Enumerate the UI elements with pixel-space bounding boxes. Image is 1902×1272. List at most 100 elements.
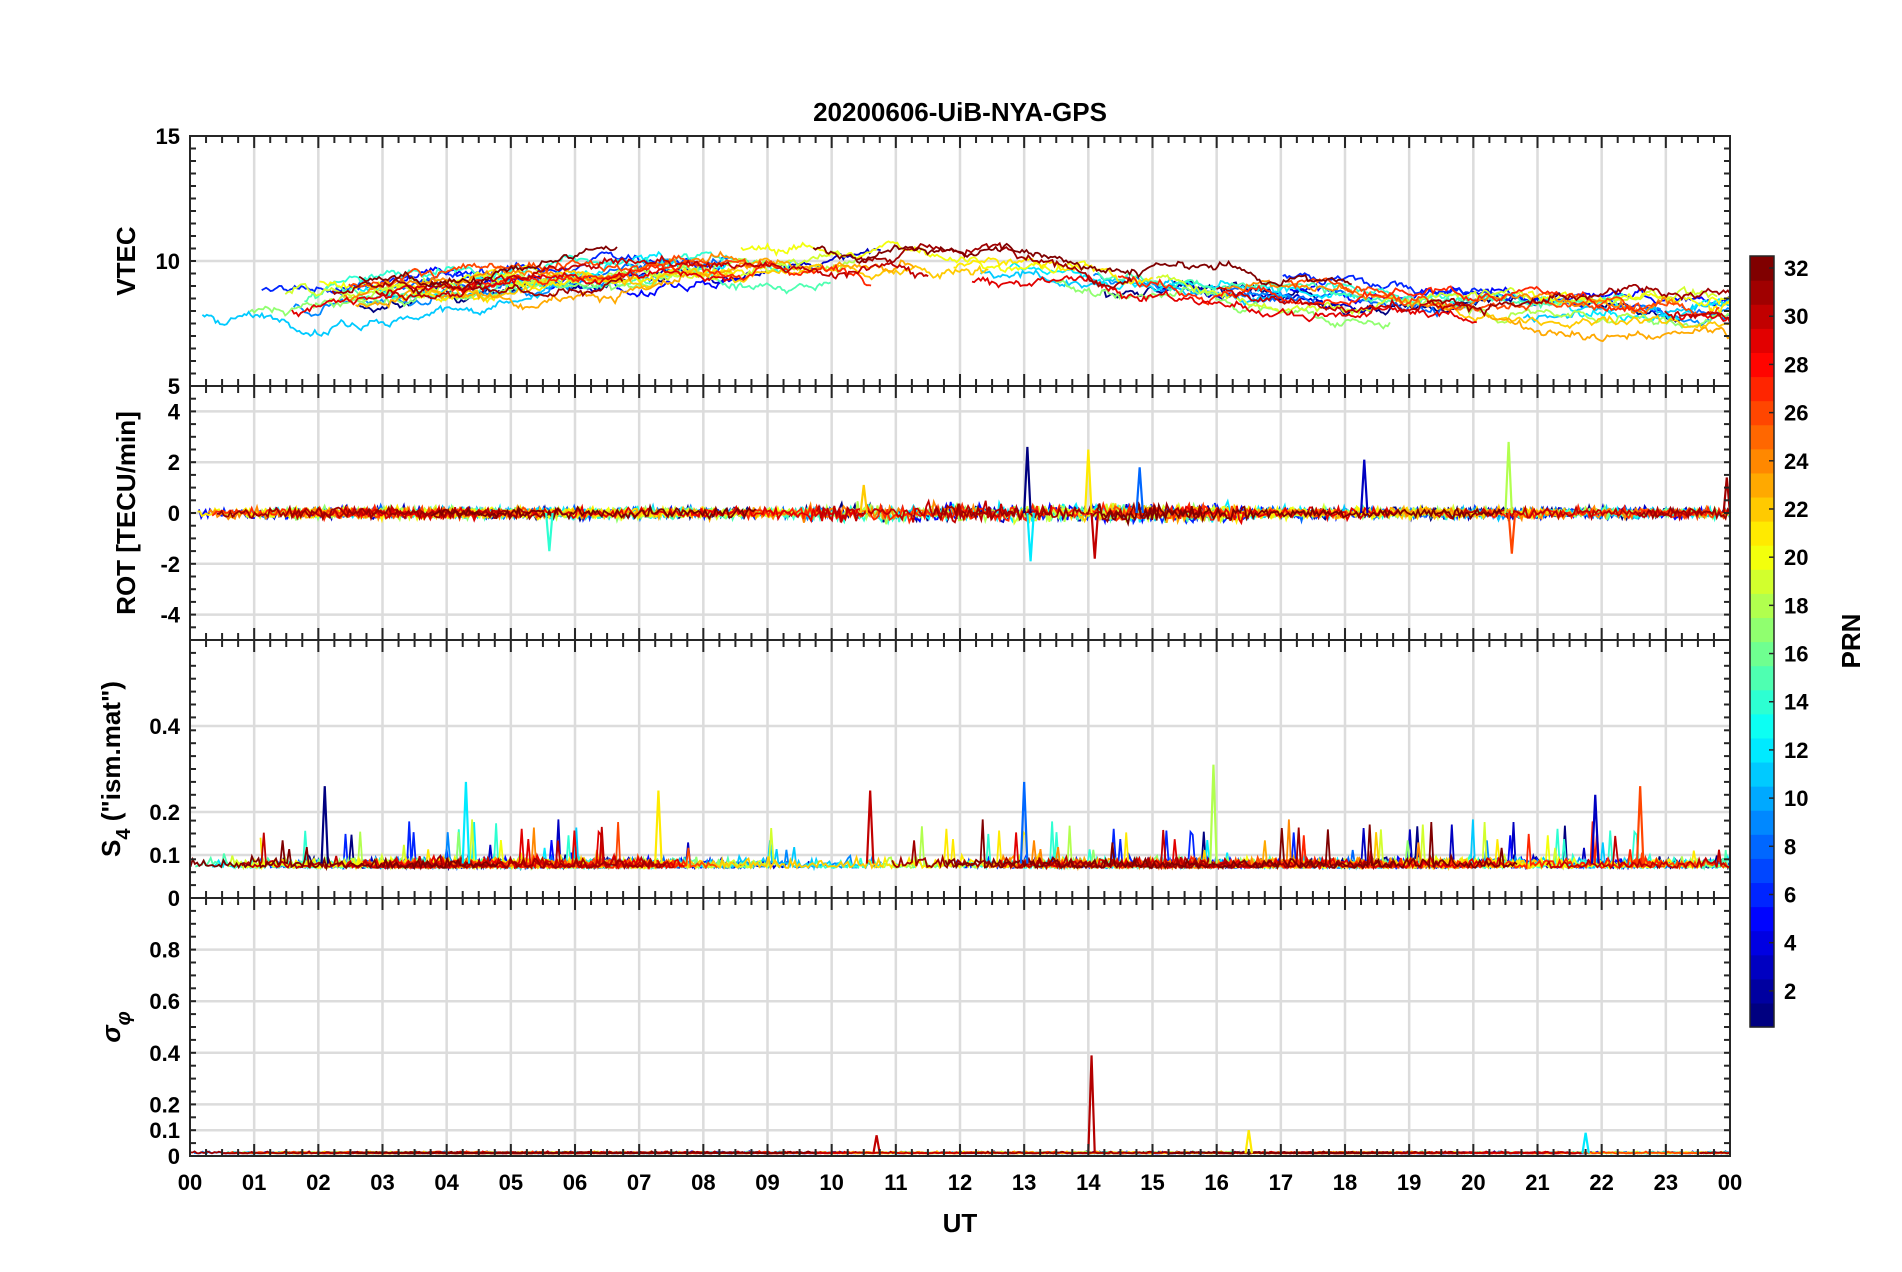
x-tick-label: 23: [1654, 1170, 1678, 1195]
colorbar-segment: [1750, 1002, 1774, 1028]
spike-mark: [1581, 1132, 1590, 1154]
series-prn-21: [385, 266, 745, 304]
y-tick-label: -2: [160, 552, 180, 577]
y-tick-label: 0: [168, 886, 180, 911]
spike-mark: [1635, 786, 1645, 864]
colorbar-segment: [1750, 472, 1774, 498]
colorbar-tick-label: 4: [1784, 931, 1797, 956]
colorbar-segment: [1750, 328, 1774, 353]
series-prn-31: [391, 853, 667, 870]
data-lines: [201, 240, 1731, 343]
colorbar-segment: [1750, 521, 1774, 546]
colorbar-segment: [1750, 713, 1774, 739]
colorbar-tick-label: 18: [1784, 593, 1808, 618]
y-tick-label: 0.4: [149, 1041, 180, 1066]
series-prn-23: [355, 257, 915, 311]
x-tick-label: 14: [1076, 1170, 1101, 1195]
x-tick-label: 00: [1718, 1170, 1742, 1195]
y-axis-label: ROT [TECU/min]: [111, 411, 141, 615]
series-prn-30: [1664, 310, 1731, 321]
series-prn-32: [944, 819, 1518, 870]
spike-mark: [1244, 1130, 1254, 1154]
panel-s4: 0 0.1 0.2 0.4 S4 ("ism.mat"): [96, 639, 1731, 911]
spike-mark: [1087, 1055, 1096, 1154]
colorbar-tick-label: 16: [1784, 642, 1808, 667]
colorbar-segment: [1750, 569, 1774, 594]
x-tick-label: 09: [755, 1170, 779, 1195]
colorbar-segment: [1750, 906, 1774, 932]
colorbar-segment: [1750, 280, 1774, 305]
x-tick-label: 17: [1269, 1170, 1293, 1195]
spike-mark: [859, 484, 869, 514]
series-prn-30: [374, 254, 929, 302]
series-prn-17: [1055, 279, 1391, 330]
series-prn-17: [249, 269, 702, 317]
series-prn-26: [1628, 852, 1731, 870]
y-tick-label: 0.1: [149, 843, 180, 868]
series-prn-32: [430, 503, 756, 521]
colorbar-segment: [1750, 761, 1774, 787]
series-prn-29: [346, 503, 863, 524]
colorbar-segment: [1750, 617, 1774, 643]
spike-mark: [1135, 467, 1144, 514]
spike-mark: [545, 512, 554, 552]
series-prn-24: [1224, 279, 1677, 315]
colorbar-segment: [1750, 810, 1774, 835]
y-tick-label: 0.2: [149, 800, 180, 825]
spike-mark: [1507, 512, 1517, 554]
x-tick-label: 00: [178, 1170, 202, 1195]
panel-vtec: 5 10 15 VTEC: [111, 124, 1731, 399]
y-tick-label: 0.1: [149, 1118, 180, 1143]
x-tick-label: 15: [1140, 1170, 1164, 1195]
series-prn-26: [348, 254, 776, 288]
x-tick-label: 05: [499, 1170, 523, 1195]
spike-mark: [1023, 446, 1032, 514]
x-tick-label: 12: [948, 1170, 972, 1195]
x-tick-label: 21: [1525, 1170, 1549, 1195]
x-tick-label: 11: [884, 1170, 907, 1195]
series-prn-30: [241, 826, 675, 870]
x-tick-label: 01: [242, 1170, 266, 1195]
y-tick-label: 0.8: [149, 938, 180, 963]
series-prn-8: [1225, 286, 1477, 318]
series-prn-31: [331, 276, 624, 298]
y-tick-label: 0.4: [149, 714, 180, 739]
spike-mark: [1090, 512, 1100, 559]
colorbar-label: PRN: [1836, 614, 1866, 669]
colorbar-frame: [1749, 255, 1775, 1028]
y-tick-label: 15: [156, 124, 180, 149]
x-tick-label: 08: [691, 1170, 715, 1195]
y-tick-label: -4: [160, 603, 180, 628]
series-prn-21: [1707, 300, 1731, 314]
spike-mark: [1019, 781, 1029, 864]
x-tick-label: 06: [563, 1170, 587, 1195]
colorbar-segment: [1750, 665, 1774, 691]
series-prn-32: [358, 245, 618, 288]
series-prn-31: [1636, 505, 1731, 521]
x-tick-label: 22: [1589, 1170, 1613, 1195]
colorbar-tick-label: 14: [1784, 690, 1809, 715]
colorbar-segment: [1750, 424, 1774, 450]
colorbar-tick-label: 22: [1784, 497, 1808, 522]
spike-mark: [1359, 459, 1369, 514]
y-tick-label: 5: [168, 374, 180, 399]
y-tick-label: 4: [168, 399, 181, 424]
colorbar-tick-label: 6: [1784, 882, 1796, 907]
y-tick-label: 0.2: [149, 1092, 180, 1117]
colorbar-tick-label: 20: [1784, 545, 1808, 570]
spike-mark: [872, 1135, 881, 1154]
series-prn-31: [1426, 284, 1731, 317]
series-prn-19: [1155, 273, 1718, 316]
colorbar-segment: [1750, 858, 1774, 884]
series-prn-29: [971, 274, 1477, 324]
series-prn-20: [1527, 290, 1731, 307]
series-prn-22: [1424, 298, 1731, 330]
colorbar-segment: [1750, 376, 1774, 402]
series-prn-32: [352, 1150, 818, 1155]
x-tick-labels: 00 01 02 03 04 05 06 07 08 09 10 11 12 13 14 15 16 17 18 19…: [178, 1170, 1742, 1195]
x-tick-label: 03: [370, 1170, 394, 1195]
x-tick-label: 04: [434, 1170, 459, 1195]
